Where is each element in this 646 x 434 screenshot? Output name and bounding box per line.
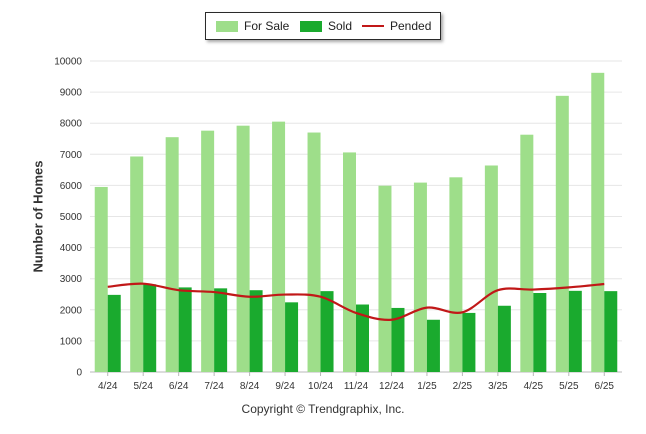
legend-item-pended: Pended	[362, 19, 431, 33]
x-tick-label: 9/24	[275, 381, 295, 392]
x-tick-label: 5/25	[559, 381, 579, 392]
bar-sold	[143, 284, 157, 372]
chart-legend: For Sale Sold Pended	[205, 12, 441, 40]
bar-sold	[320, 291, 334, 372]
bar-for-sale	[555, 95, 569, 372]
legend-swatch-pended	[362, 25, 384, 27]
legend-item-for-sale: For Sale	[216, 19, 289, 33]
bar-for-sale	[94, 186, 108, 372]
legend-label-for-sale: For Sale	[244, 19, 290, 33]
y-tick-label: 3000	[60, 274, 83, 285]
bar-for-sale	[130, 156, 144, 372]
copyright-footer: Copyright © Trendgraphix, Inc.	[241, 402, 405, 416]
y-tick-label: 2000	[60, 305, 83, 316]
bar-sold	[497, 305, 511, 372]
bar-for-sale	[591, 72, 605, 373]
bar-sold	[533, 293, 547, 372]
x-tick-label: 1/25	[417, 381, 437, 392]
bar-sold	[107, 294, 121, 372]
x-tick-label: 8/24	[240, 381, 260, 392]
bar-sold	[604, 291, 618, 372]
x-tick-label: 11/24	[344, 381, 369, 392]
legend-label-pended: Pended	[390, 19, 432, 33]
x-tick-label: 12/24	[379, 381, 404, 392]
legend-swatch-sold	[300, 20, 322, 32]
y-tick-label: 7000	[60, 150, 83, 161]
bar-for-sale	[520, 134, 534, 372]
bar-sold	[391, 307, 405, 372]
y-tick-label: 9000	[60, 88, 83, 99]
y-tick-label: 5000	[60, 212, 83, 223]
x-tick-label: 7/24	[204, 381, 224, 392]
x-tick-label: 4/25	[524, 381, 544, 392]
y-tick-label: 10000	[54, 57, 82, 68]
bar-for-sale	[413, 182, 427, 372]
bar-sold	[178, 287, 192, 372]
bar-sold	[356, 304, 369, 372]
legend-item-sold: Sold	[300, 19, 352, 33]
bar-for-sale	[307, 132, 321, 372]
x-tick-label: 4/24	[98, 381, 118, 392]
bar-for-sale	[484, 165, 498, 372]
y-tick-label: 1000	[60, 336, 83, 347]
y-tick-label: 6000	[60, 181, 83, 192]
x-tick-label: 5/24	[133, 381, 153, 392]
y-tick-label: 4000	[60, 243, 83, 254]
bar-sold	[285, 302, 299, 372]
y-tick-label: 8000	[60, 119, 83, 130]
bar-for-sale	[236, 125, 250, 372]
bar-sold	[426, 319, 440, 372]
bar-sold	[568, 290, 582, 372]
bar-sold	[462, 312, 476, 372]
bar-for-sale	[343, 152, 356, 372]
bar-for-sale	[165, 137, 179, 372]
legend-swatch-for-sale	[216, 20, 238, 32]
y-tick-label: 0	[76, 368, 82, 379]
bar-sold	[214, 288, 228, 372]
bar-for-sale	[201, 130, 215, 372]
x-tick-label: 2/25	[453, 381, 473, 392]
bar-for-sale	[272, 121, 286, 373]
bar-for-sale	[378, 185, 392, 372]
x-tick-label: 6/24	[169, 381, 189, 392]
bar-sold	[249, 290, 263, 372]
bar-for-sale	[449, 177, 463, 372]
y-axis-title: Number of Homes	[30, 160, 46, 273]
x-tick-label: 3/25	[488, 381, 508, 392]
legend-label-sold: Sold	[328, 19, 353, 33]
line-pended	[107, 282, 605, 321]
x-tick-label: 10/24	[308, 381, 333, 392]
x-tick-label: 6/25	[595, 381, 615, 392]
